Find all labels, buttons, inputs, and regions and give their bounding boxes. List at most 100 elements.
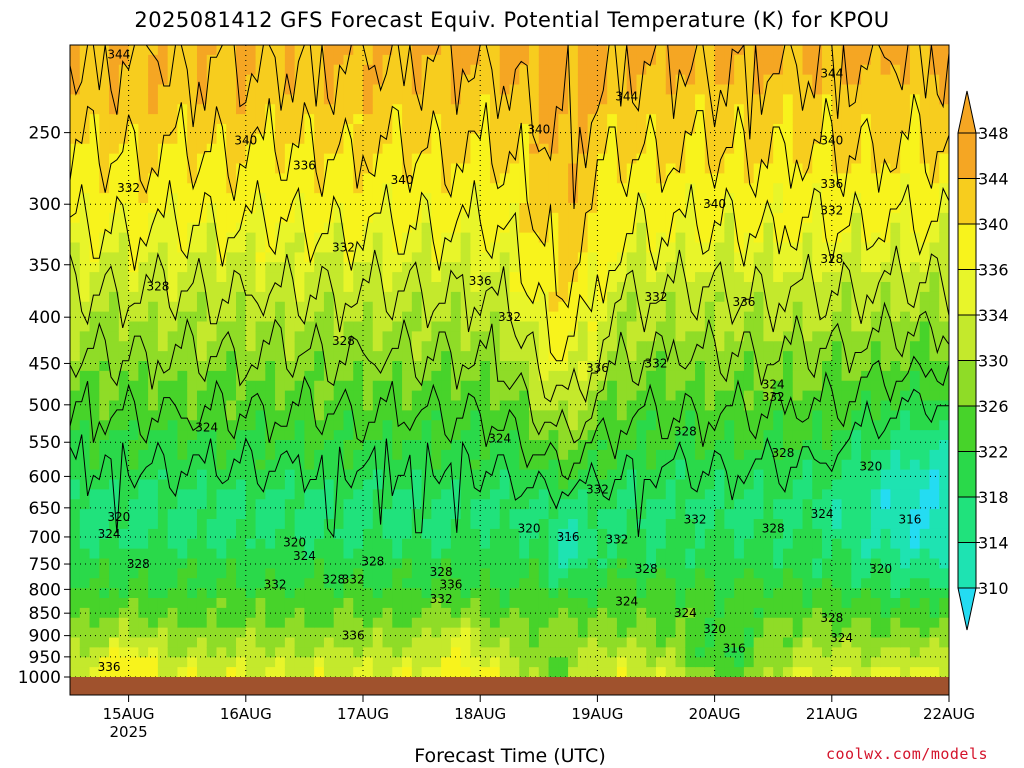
field-cell [392,74,403,86]
field-cell [626,163,638,174]
field-cell [304,351,315,362]
field-cell [421,578,432,589]
field-cell [177,647,188,658]
field-cell [587,232,598,244]
field-cell [148,232,159,244]
field-cell [665,232,677,244]
field-cell [372,193,384,204]
field-cell [187,183,198,194]
field-cell [470,232,481,244]
field-cell [226,499,237,510]
field-cell [441,94,452,105]
field-cell [392,598,403,609]
field-cell [128,637,139,648]
field-cell [236,361,247,372]
field-cell [402,242,413,253]
field-cell [665,548,677,560]
field-cell [763,380,774,392]
field-cell [206,647,218,658]
field-cell [196,163,208,174]
field-cell [70,647,81,658]
field-cell [421,232,432,244]
field-cell [392,440,403,451]
field-cell [724,45,735,56]
field-cell [79,291,91,303]
field-cell [343,598,354,609]
field-cell [509,331,520,342]
field-cell [597,94,608,105]
field-cell [656,94,667,105]
field-cell [734,124,745,135]
field-cell [460,449,472,461]
field-cell [587,212,598,224]
field-cell [734,578,745,589]
field-cell [548,361,559,372]
field-cell [607,568,618,579]
field-cell [275,578,286,589]
field-cell [597,222,608,234]
field-cell [695,578,706,589]
field-cell [626,390,638,402]
field-cell [773,627,784,639]
field-cell [812,351,823,362]
field-cell [392,509,403,520]
field-cell [675,489,686,500]
field-cell [206,459,218,471]
field-cell [450,578,462,589]
field-cell [773,311,784,323]
field-cell [255,519,266,530]
field-cell [284,242,296,253]
field-cell [519,509,530,520]
field-cell [782,124,794,135]
field-cell [636,133,647,145]
field-cell [636,183,647,194]
field-cell [421,370,432,382]
field-cell [343,489,354,500]
field-cell [792,242,804,253]
field-cell [470,667,481,677]
field-cell [275,301,286,313]
field-cell [226,114,237,125]
field-cell [499,163,511,174]
field-cell [509,469,520,481]
field-cell [206,193,218,204]
field-cell [470,598,481,609]
field-cell [392,193,403,204]
field-cell [109,341,120,352]
field-cell [411,84,423,95]
field-cell [587,499,598,510]
field-cell [558,647,569,658]
field-cell [792,272,804,283]
field-cell [529,617,540,629]
field-cell [822,104,833,115]
field-cell [626,104,638,115]
field-cell [480,163,491,174]
field-cell [802,153,813,165]
field-cell [548,222,559,234]
field-cell [802,282,813,293]
field-cell [411,183,423,194]
field-cell [323,351,335,362]
field-cell [822,133,833,145]
field-cell [411,440,423,451]
field-cell [392,568,403,579]
field-cell [187,538,198,550]
field-cell [587,459,598,471]
field-cell [636,647,647,658]
field-cell [353,607,364,619]
field-cell [499,242,511,253]
field-cell [167,242,179,253]
field-cell [411,143,423,155]
field-cell [548,509,559,520]
field-cell [187,489,198,500]
field-cell [128,430,139,441]
field-cell [196,489,208,500]
field-cell [284,321,296,332]
field-cell [187,548,198,560]
field-cell [558,291,569,303]
field-cell [157,617,169,629]
field-cell [148,133,159,145]
field-cell [226,45,237,56]
field-cell [616,45,628,56]
field-cell [773,657,784,668]
